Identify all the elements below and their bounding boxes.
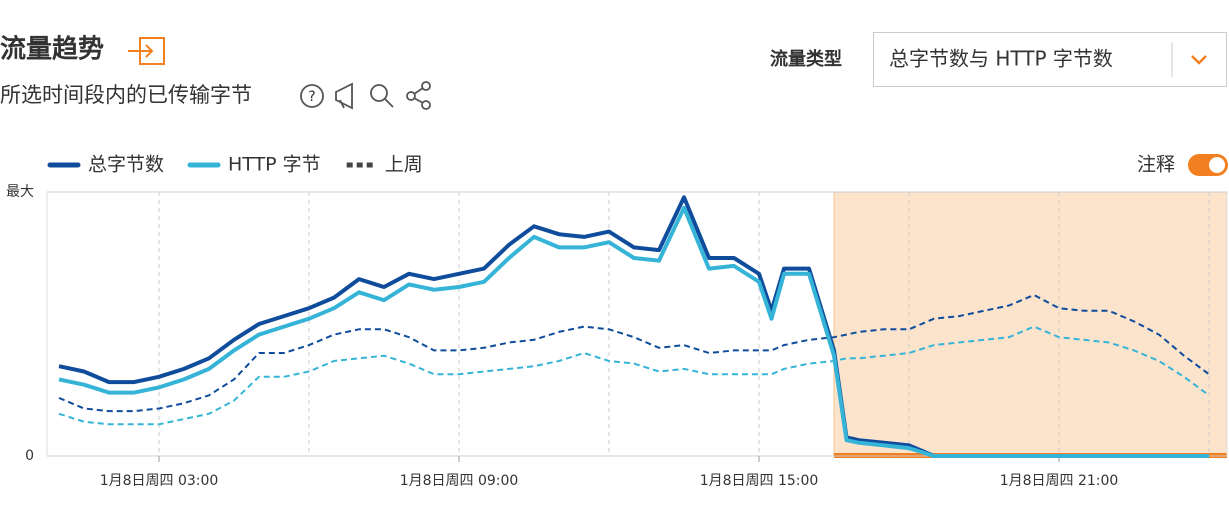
last-week-line — [58, 294, 1210, 413]
annotation-toggle-label: 注释 — [1137, 154, 1175, 176]
series-line — [58, 205, 1209, 458]
announce-icon[interactable] — [335, 82, 353, 110]
svg-text:?: ? — [308, 89, 315, 105]
x-tick-label: 1月8日周四 03:00 — [100, 473, 219, 489]
toggle-knob — [1209, 157, 1225, 173]
traffic-type-dropdown[interactable]: 总字节数与 HTTP 字节数 — [873, 32, 1227, 87]
annotation-toggle[interactable] — [1188, 154, 1228, 176]
x-tick-label: 1月8日周四 09:00 — [400, 473, 519, 489]
zoom-icon[interactable] — [370, 84, 394, 108]
traffic-type-label: 流量类型 — [770, 48, 842, 70]
legend-label: 上周 — [385, 154, 423, 176]
annotation-region — [833, 191, 1228, 457]
legend-label: HTTP 字节 — [228, 154, 321, 176]
x-tick-label: 1月8日周四 21:00 — [1000, 473, 1119, 489]
y-tick-label: 最大 — [6, 184, 34, 200]
subtitle: 所选时间段内的已传输字节 — [0, 83, 252, 107]
share-icon[interactable] — [406, 81, 431, 110]
y-tick-label: 0 — [25, 448, 34, 464]
title: 流量趋势 — [0, 35, 104, 65]
export-icon[interactable] — [128, 37, 165, 65]
help-icon[interactable]: ? — [300, 84, 324, 108]
dropdown-value: 总字节数与 HTTP 字节数 — [889, 47, 1113, 71]
legend-label: 总字节数 — [88, 154, 164, 176]
x-tick-label: 1月8日周四 15:00 — [700, 473, 819, 489]
last-week-line — [58, 325, 1210, 426]
